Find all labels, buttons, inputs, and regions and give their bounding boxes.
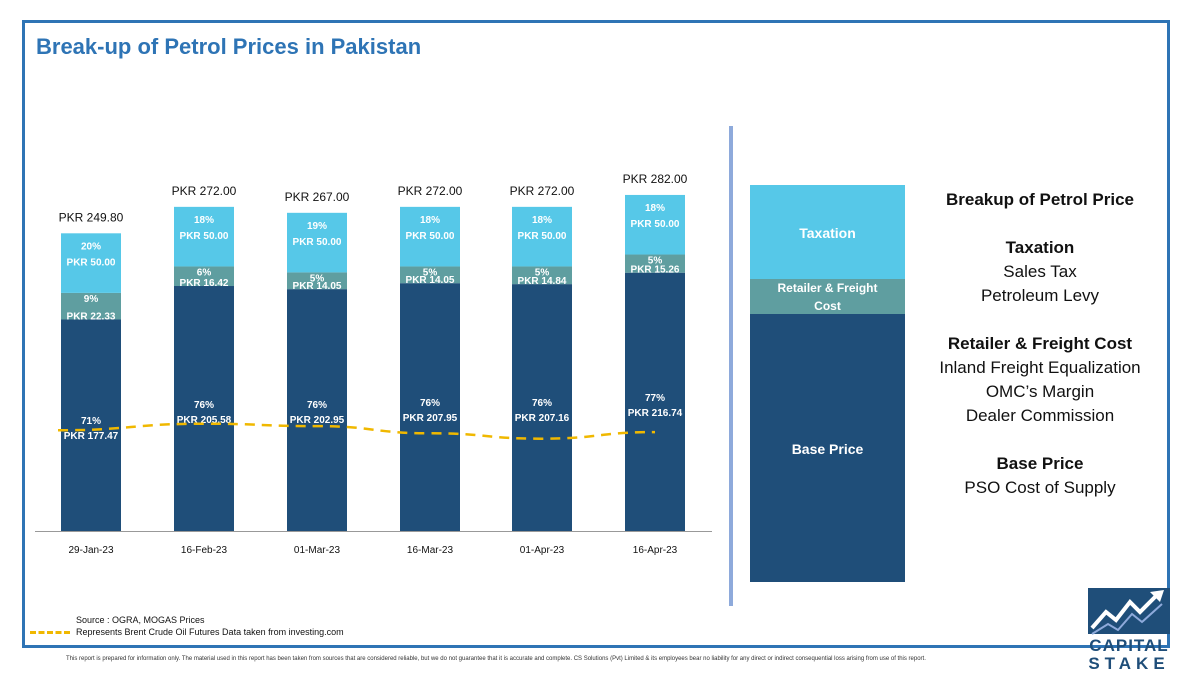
tax-pct-label: 18% xyxy=(645,203,665,214)
freight-pct-label: 9% xyxy=(84,294,99,305)
tax-value-label: PKR 50.00 xyxy=(293,237,342,248)
x-tick-label: 01-Apr-23 xyxy=(520,545,565,556)
bar-segment-base xyxy=(174,286,234,531)
bar-segment-freight xyxy=(400,266,460,284)
explain-title: Breakup of Petrol Price xyxy=(945,190,1134,209)
base-value-label: PKR 177.47 xyxy=(64,431,119,442)
tax-value-label: PKR 50.00 xyxy=(631,219,680,230)
tax-pct-label: 18% xyxy=(194,215,214,226)
base-pct-label: 76% xyxy=(420,398,440,409)
logo-chart-icon xyxy=(1088,588,1170,635)
base-pct-label: 71% xyxy=(81,416,101,427)
freight-value-label: PKR 15.26 xyxy=(631,265,680,276)
x-tick-label: 16-Mar-23 xyxy=(407,545,454,556)
base-pct-label: 76% xyxy=(307,400,327,411)
bar-total-label: PKR 249.80 xyxy=(59,210,124,224)
bar-segment-tax xyxy=(287,212,347,273)
tax-value-label: PKR 50.00 xyxy=(406,231,455,242)
logo-word-capital: CAPITAL xyxy=(1089,636,1169,655)
x-tick-label: 16-Feb-23 xyxy=(181,545,228,556)
legend-base-label: Base Price xyxy=(791,441,864,457)
bar-segment-freight xyxy=(61,292,121,320)
x-tick-label: 01-Mar-23 xyxy=(294,545,341,556)
freight-value-label: PKR 14.05 xyxy=(293,281,342,292)
legend-tax-block: Taxation xyxy=(750,185,905,279)
tax-value-label: PKR 50.00 xyxy=(180,231,229,242)
brent-crude-line xyxy=(57,422,656,440)
slide-frame xyxy=(22,20,1170,648)
tax-pct-label: 18% xyxy=(420,215,440,226)
base-pct-label: 77% xyxy=(645,393,665,404)
freight-pct-label: 5% xyxy=(535,267,550,278)
base-value-label: PKR 202.95 xyxy=(290,415,345,426)
tax-pct-label: 20% xyxy=(81,241,101,252)
base-value-label: PKR 216.74 xyxy=(628,408,683,419)
divider xyxy=(729,126,733,606)
bar-total-label: PKR 267.00 xyxy=(285,190,350,204)
explain-section-base: Base Price PSO Cost of Supply xyxy=(920,452,1160,500)
legend-base-block: Base Price xyxy=(750,314,905,582)
bar-total-label: PKR 272.00 xyxy=(172,184,237,198)
legend-tax-label: Taxation xyxy=(799,225,856,241)
base-value-label: PKR 207.95 xyxy=(403,413,458,424)
freight-value-label: PKR 14.84 xyxy=(518,276,567,287)
stacked-bar-chart: 20% PKR 50.00 9% PKR 22.33 71% PKR 177.47 PKR … xyxy=(35,172,712,556)
capital-stake-logo: CAPITAL STAKE xyxy=(1084,586,1174,673)
legend-freight-label: Retailer & Freight Cost xyxy=(777,281,878,313)
explain-item: PSO Cost of Supply xyxy=(964,478,1116,497)
base-value-label: PKR 207.16 xyxy=(515,413,570,424)
disclaimer: This report is prepared for information … xyxy=(66,656,926,662)
explain-section-freight: Retailer & Freight Cost Inland Freight E… xyxy=(920,332,1160,428)
bar-segment-base xyxy=(287,289,347,531)
bar-total-label: PKR 272.00 xyxy=(398,184,463,198)
explain-item: OMC’s Margin xyxy=(985,382,1095,401)
logo-word-stake: STAKE xyxy=(1088,654,1170,673)
bar-segment-freight xyxy=(174,266,234,287)
freight-value-label: PKR 14.05 xyxy=(406,275,455,286)
explain-section-head: Base Price xyxy=(996,454,1084,473)
bar-total-label: PKR 272.00 xyxy=(510,184,575,198)
bar-segment-base xyxy=(400,283,460,531)
bar-segment-tax xyxy=(400,206,460,267)
bar-segment-freight xyxy=(625,254,685,273)
freight-pct-label: 5% xyxy=(310,273,325,284)
freight-value-label: PKR 16.42 xyxy=(180,278,229,289)
freight-pct-label: 5% xyxy=(423,267,438,278)
bar-segment-base xyxy=(625,272,685,531)
bar-segment-base xyxy=(512,284,572,531)
explain-item: Sales Tax xyxy=(1003,262,1077,281)
base-pct-label: 76% xyxy=(194,400,214,411)
x-tick-label: 16-Apr-23 xyxy=(633,545,678,556)
base-pct-label: 76% xyxy=(532,398,552,409)
bar-segment-tax xyxy=(625,194,685,255)
tax-value-label: PKR 50.00 xyxy=(518,231,567,242)
bar-segment-tax xyxy=(512,206,572,267)
bar-segment-freight xyxy=(287,272,347,290)
explain-item: Inland Freight Equalization xyxy=(939,358,1141,377)
freight-value-label: PKR 22.33 xyxy=(67,312,116,323)
bar-segment-freight xyxy=(512,266,572,285)
legend-freight-block: Retailer & Freight Cost xyxy=(750,279,905,314)
explain-section-head: Retailer & Freight Cost xyxy=(947,334,1133,353)
explain-section-head: Taxation xyxy=(1005,238,1075,257)
brent-legend-swatch xyxy=(30,631,70,634)
freight-pct-label: 5% xyxy=(648,256,663,267)
explain-section-taxation: Taxation Sales Tax Petroleum Levy xyxy=(920,236,1160,308)
explain-item: Dealer Commission xyxy=(965,406,1115,425)
base-value-label: PKR 205.58 xyxy=(177,415,232,426)
source-note: Source : OGRA, MOGAS Prices xyxy=(76,615,205,625)
tax-pct-label: 18% xyxy=(532,215,552,226)
brent-legend-text: Represents Brent Crude Oil Futures Data … xyxy=(76,627,344,637)
x-tick-label: 29-Jan-23 xyxy=(68,545,113,556)
freight-pct-label: 6% xyxy=(197,267,212,278)
explain-heading: Breakup of Petrol Price xyxy=(920,188,1160,212)
page-title: Break-up of Petrol Prices in Pakistan xyxy=(36,34,422,59)
bar-total-label: PKR 282.00 xyxy=(623,172,688,186)
tax-pct-label: 19% xyxy=(307,221,327,232)
bar-segment-base xyxy=(61,319,121,531)
bar-segment-tax xyxy=(174,206,234,267)
explain-item: Petroleum Levy xyxy=(980,286,1100,305)
bar-segment-tax xyxy=(61,233,121,293)
tax-value-label: PKR 50.00 xyxy=(67,257,116,268)
